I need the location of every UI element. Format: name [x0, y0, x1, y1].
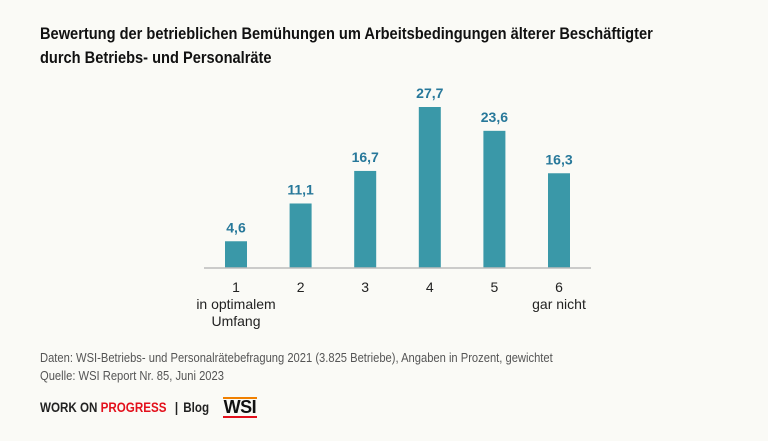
value-label: 16,7 — [352, 149, 379, 165]
footer-brand: WORK ON PROGRESS | Blog WSI — [40, 397, 258, 418]
chart-title: Bewertung der betrieblichen Bemühungen u… — [40, 22, 728, 70]
value-label: 16,3 — [545, 151, 572, 167]
brand-text: WORK ON — [40, 400, 101, 415]
value-label: 27,7 — [416, 85, 443, 101]
category-label: 2 — [297, 279, 305, 295]
bar — [483, 130, 506, 268]
wsi-logo[interactable]: WSI — [222, 397, 258, 418]
brand-text-red: PROGRESS — [100, 400, 167, 415]
category-sublabel: gar nicht — [532, 296, 586, 312]
footer-text: WORK ON PROGRESS | Blog — [40, 400, 209, 415]
bar — [548, 173, 570, 268]
title-line: Bewertung der betrieblichen Bemühungen u… — [40, 24, 653, 43]
separator: | — [174, 400, 179, 415]
category-label: 1 — [232, 279, 240, 295]
bar — [289, 203, 312, 268]
bar — [418, 107, 441, 268]
category-label: 4 — [426, 279, 434, 295]
wsi-logo-text: WSI — [223, 397, 257, 417]
data-note: Daten: WSI-Betriebs- und Personalrätebef… — [40, 350, 553, 365]
category-label: 5 — [491, 279, 499, 295]
blog-link[interactable]: Blog — [183, 400, 210, 415]
value-label: 11,1 — [287, 181, 314, 197]
value-label: 23,6 — [481, 109, 508, 125]
category-label: 6 — [555, 279, 563, 295]
bar — [225, 241, 247, 268]
category-sublabel: in optimalem — [196, 296, 275, 312]
source-note: Quelle: WSI Report Nr. 85, Juni 2023 — [40, 368, 224, 383]
title-line: durch Betriebs- und Personalräte — [40, 48, 272, 67]
category-label: 3 — [361, 279, 369, 295]
category-sublabel: Umfang — [211, 313, 260, 329]
bar — [354, 170, 377, 268]
value-label: 4,6 — [226, 219, 246, 235]
